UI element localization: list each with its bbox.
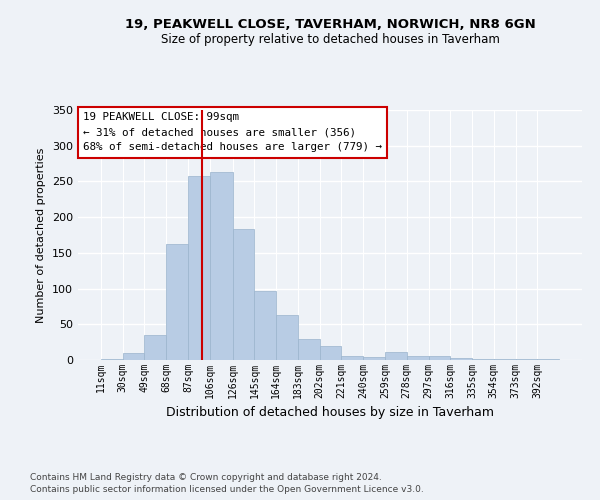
Bar [254, 292, 276, 360]
Bar [472, 358, 494, 360]
Bar [320, 346, 341, 360]
Text: Contains HM Land Registry data © Crown copyright and database right 2024.: Contains HM Land Registry data © Crown c… [30, 472, 382, 482]
Bar [233, 228, 254, 360]
Bar [188, 176, 210, 360]
Text: 19, PEAKWELL CLOSE, TAVERHAM, NORWICH, NR8 6GN: 19, PEAKWELL CLOSE, TAVERHAM, NORWICH, N… [125, 18, 535, 30]
Text: 19 PEAKWELL CLOSE: 99sqm
← 31% of detached houses are smaller (356)
68% of semi-: 19 PEAKWELL CLOSE: 99sqm ← 31% of detach… [83, 112, 382, 152]
Bar [145, 335, 166, 360]
Bar [101, 358, 122, 360]
Bar [298, 338, 320, 360]
Text: Contains public sector information licensed under the Open Government Licence v3: Contains public sector information licen… [30, 485, 424, 494]
Bar [428, 356, 450, 360]
Bar [385, 352, 407, 360]
Bar [210, 172, 233, 360]
Text: Size of property relative to detached houses in Taverham: Size of property relative to detached ho… [161, 32, 499, 46]
X-axis label: Distribution of detached houses by size in Taverham: Distribution of detached houses by size … [166, 406, 494, 420]
Bar [341, 356, 363, 360]
Y-axis label: Number of detached properties: Number of detached properties [37, 148, 46, 322]
Bar [276, 315, 298, 360]
Bar [450, 358, 472, 360]
Bar [363, 357, 385, 360]
Bar [122, 353, 145, 360]
Bar [407, 356, 428, 360]
Bar [166, 244, 188, 360]
